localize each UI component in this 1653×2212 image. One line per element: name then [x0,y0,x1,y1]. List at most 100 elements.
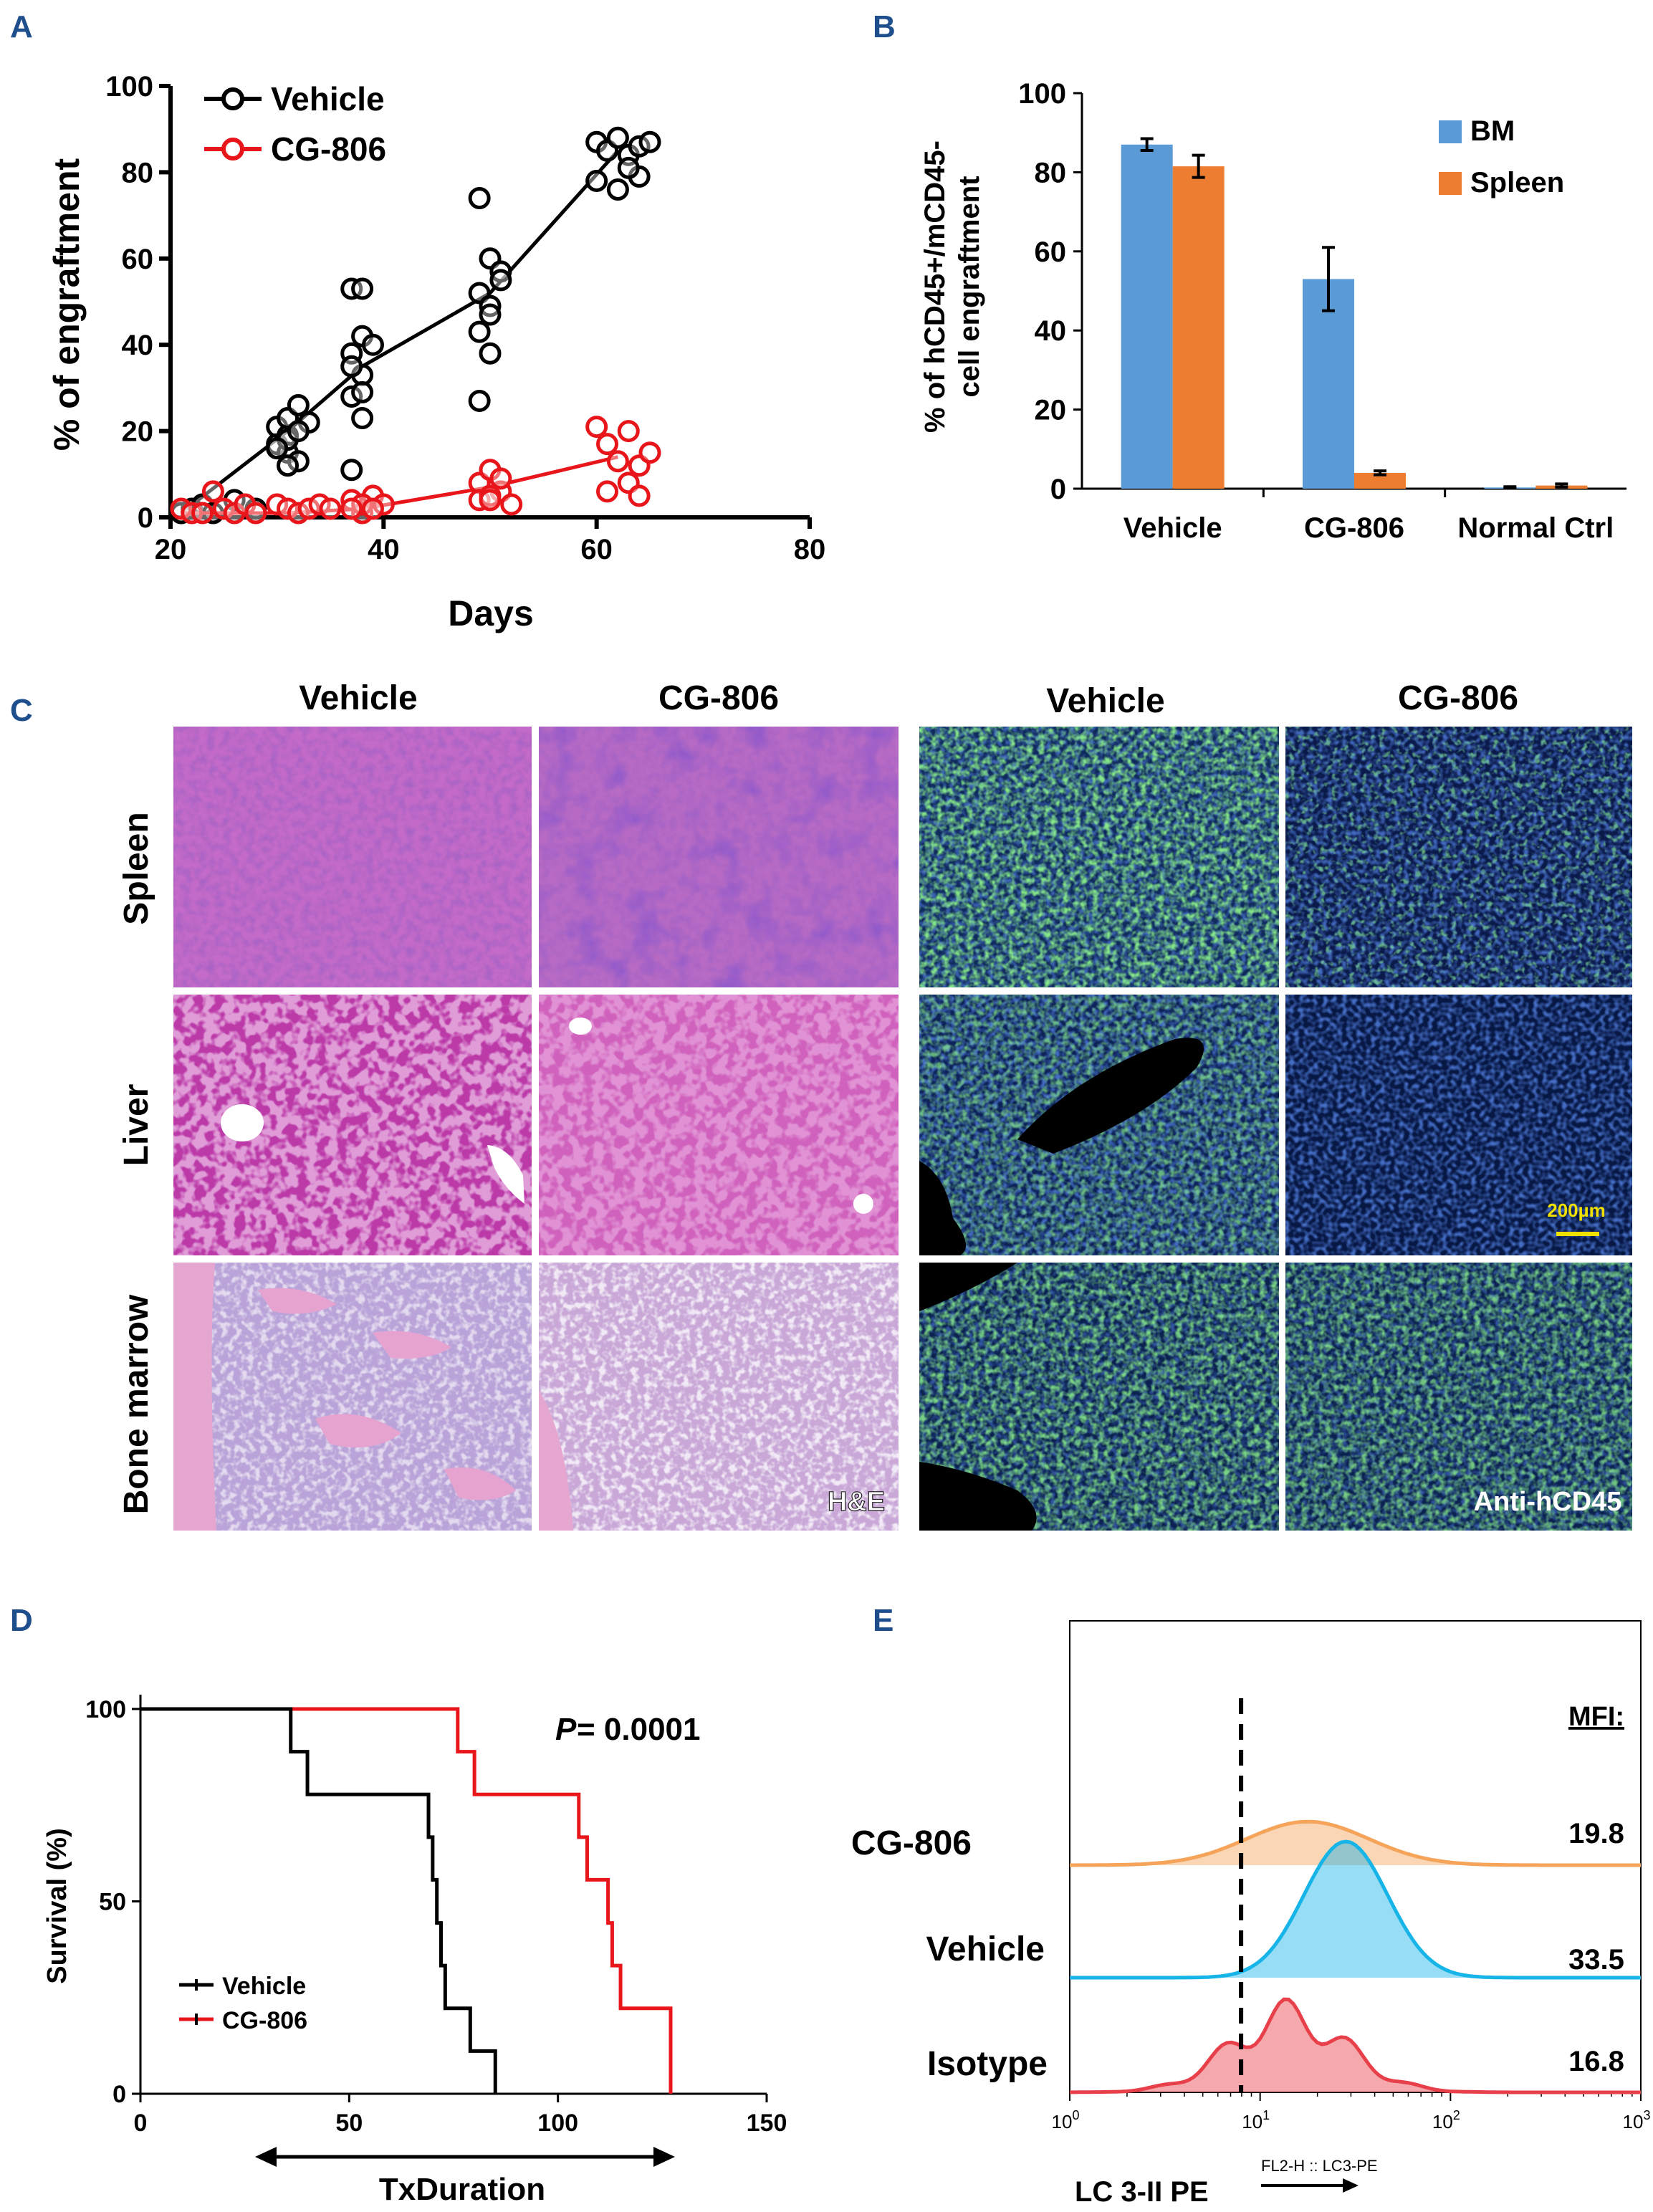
panel-d-y-tick-label: 100 [85,1696,126,1723]
he-stain-tag: H&E [828,1487,885,1517]
panel-c-histology: Vehicle CG-806 Vehicle CG-806 Spleen Liv… [118,679,1632,1531]
scale-bar-label: 200µm [1547,1200,1605,1221]
panel-a-point-cg-806 [489,467,512,490]
legend-bm-label: BM [1470,115,1515,147]
if-bm-vehicle-image [919,1263,1279,1531]
legend-spleen-label: Spleen [1470,167,1564,198]
panel-a-point-cg-806 [340,497,363,520]
panel-d-x-tick-label: 0 [134,2110,148,2137]
panel-a-point-cg-806 [479,489,502,512]
panel-a-point-cg-806 [191,502,214,525]
panel-e-hist-line-cg-806 [1070,1819,1641,1867]
mfi-cg806: 19.8 [1568,1818,1624,1849]
panel-a-x-tick-label: 20 [155,534,187,565]
panel-a-point-vehicle [266,437,289,460]
panel-d-y-label: Survival (%) [42,1828,72,1984]
panel-a-point-cg-806 [201,480,224,503]
panel-a-point-cg-806 [596,433,619,456]
panel-a-x-tick-label: 60 [580,534,613,565]
panel-b-engraftment-bars: 0 20 40 60 80 100 Vehicle CG-806 Normal Ctrl % o… [919,78,1626,544]
panel-b-x-tick-label: Normal Ctrl [1457,512,1614,544]
he-spleen-cg806-image [539,727,899,987]
he-liver-cg806-image [539,995,899,1255]
panel-e-x-tick-label: 102 [1432,2108,1460,2132]
panel-a-y-tick-label: 0 [138,502,153,534]
panel-d-x-tick-label: 150 [747,2110,787,2137]
panel-a-x-label: Days [448,593,534,633]
panel-b-y-tick-label: 20 [1035,395,1067,426]
mfi-title: MFI: [1568,1702,1624,1732]
panel-b-y-tick-label: 40 [1035,315,1067,347]
panel-b-axes: 0 20 40 60 80 100 Vehicle CG-806 Normal Ctrl [1018,78,1626,544]
he-spleen-vehicle-image [173,727,532,987]
if-spleen-vehicle-image [919,727,1279,987]
panel-e-hist-line-isotype [1070,1997,1641,2094]
panel-e-x-tick-exp: 1 [1262,2108,1270,2122]
panel-b-y-tick-label: 0 [1050,474,1066,505]
panel-d-axes: 0 50 100 0 50 100 150 [85,1695,787,2137]
e-label-vehicle: Vehicle [926,1930,1045,1968]
panel-a-point-cg-806 [244,502,267,525]
panel-a-point-vehicle [351,407,374,430]
panel-d-curve-vehicle [140,1707,497,2094]
mfi-isotype: 16.8 [1568,2046,1624,2077]
panel-a-point-cg-806 [361,497,384,520]
c-col-if-vehicle: Vehicle [1046,682,1164,720]
mfi-vehicle: 33.5 [1568,1944,1624,1976]
panel-a-point-vehicle [277,454,300,477]
panel-b-x-tick-label: CG-806 [1304,512,1404,544]
panel-a-point-vehicle [489,269,512,292]
panel-b-y-tick-label: 80 [1035,157,1067,188]
if-stain-tag: Anti-hCD45 [1474,1487,1622,1517]
panel-a-point-cg-806 [638,441,661,464]
panel-a-y-tick-label: 80 [122,157,154,188]
panel-d-x-tick-label: 50 [335,2110,363,2137]
panel-a-marks [170,126,661,525]
panel-a-point-vehicle [351,277,374,300]
panel-d-y-tick-label: 0 [112,2081,126,2108]
he-liver-vehicle-image [173,995,532,1255]
panel-label-b: B [873,9,896,44]
panel-a-point-vehicle [479,303,502,326]
panel-a-point-cg-806 [319,497,342,520]
p-label: P [555,1712,577,1747]
panel-a-y-tick-label: 40 [122,330,154,361]
panel-b-y-tick-label: 60 [1035,236,1067,268]
panel-b-legend: BM Spleen [1439,115,1564,198]
he-bm-vehicle-image [173,1263,532,1531]
panel-e-hist-fill-vehicle [1070,1842,1641,1978]
panel-label-e: E [873,1603,893,1638]
legend-vehicle-marker [221,87,244,110]
panel-a-legend: Vehicle CG-806 [204,80,386,168]
panel-a-point-vehicle [287,393,310,416]
panel-e-x-tick-exp: 2 [1453,2108,1460,2122]
panel-e-marks [1070,1698,1641,2094]
panel-d-marks [140,1707,673,2094]
legend-spleen-swatch [1439,172,1462,195]
panel-a-point-vehicle [617,156,640,179]
panel-a-point-vehicle [468,320,491,343]
panel-a-point-cg-806 [500,493,523,516]
c-row-bone-marrow: Bone marrow [118,1294,155,1514]
panel-e-hist-line-vehicle [1070,1839,1641,1980]
c-col-he-cg806: CG-806 [658,679,779,717]
panel-a-point-vehicle [468,389,491,412]
legend-cg806-marker [221,138,244,161]
panel-a-point-vehicle [351,380,374,403]
panel-e-x-tick-label: 103 [1623,2108,1651,2132]
panel-b-x-tick-label: Vehicle [1123,512,1222,544]
p-value: = 0.0001 [577,1712,701,1747]
panel-a-point-cg-806 [606,450,629,473]
c-col-he-vehicle: Vehicle [299,679,417,717]
panel-a-point-cg-806 [596,480,619,503]
panel-a-y-tick-label: 60 [122,244,154,275]
if-liver-cg806-image: 200µm [1285,995,1632,1255]
panel-a-point-vehicle [606,126,629,149]
panel-d-x-label: TxDuration [379,2172,545,2207]
panel-e-x-tick-exp: 0 [1072,2108,1079,2122]
legend-d-vehicle-label: Vehicle [222,1973,306,2000]
panel-e-frame [1069,1620,1642,2093]
